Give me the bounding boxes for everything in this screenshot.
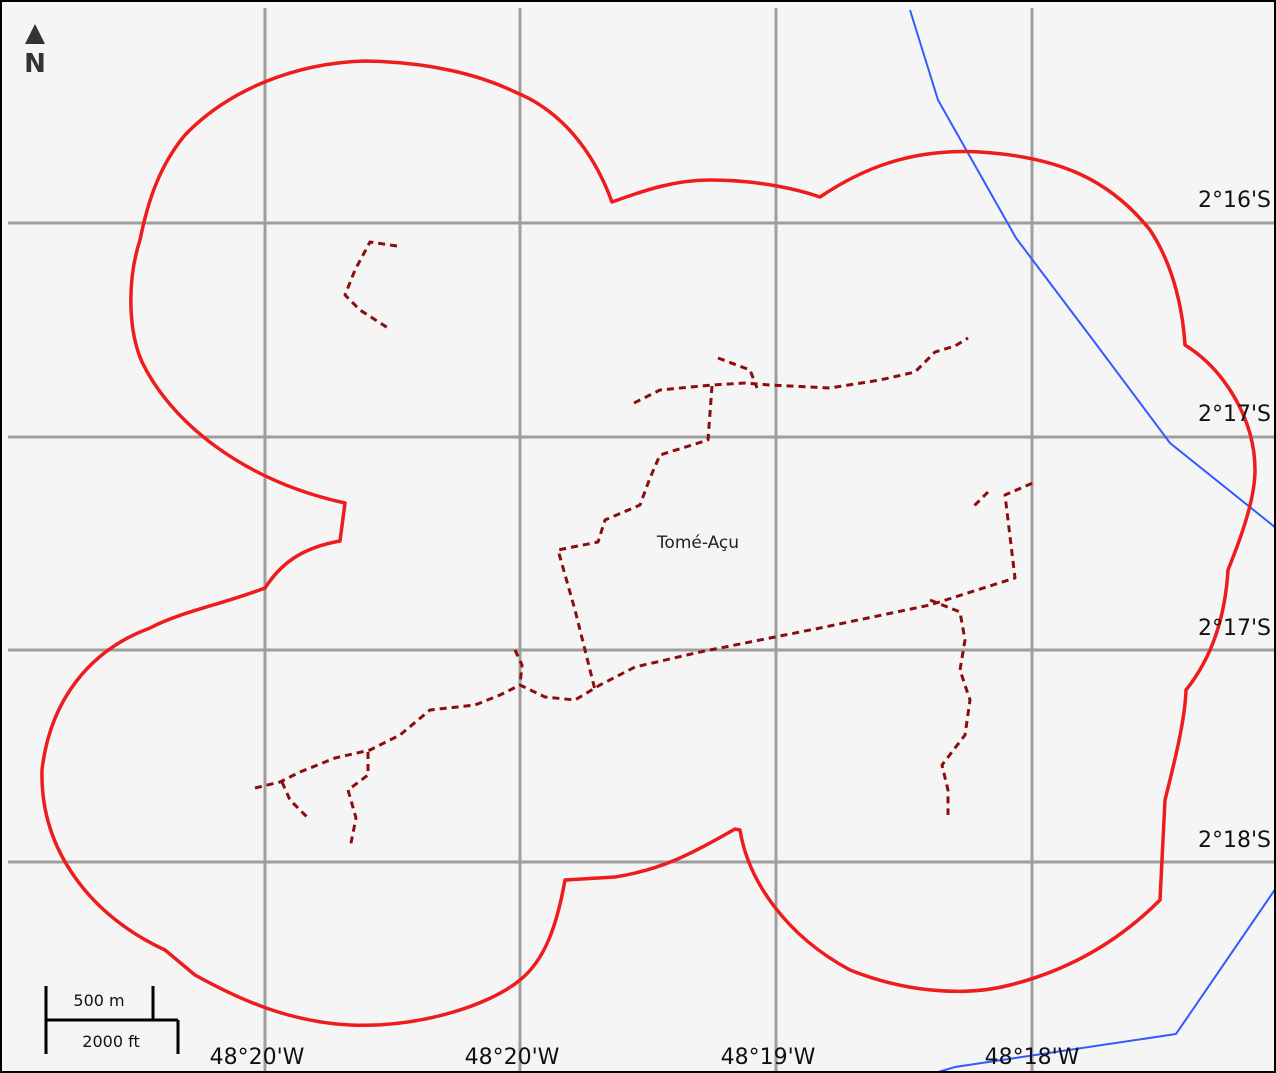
latitude-label: 2°16'S: [1198, 188, 1271, 213]
north-arrow-icon: [25, 24, 45, 44]
longitude-label: 48°20'W: [465, 1045, 560, 1070]
place-label: Tomé-Açu: [656, 533, 739, 553]
river-line: [934, 887, 1276, 1073]
track-line: [513, 649, 524, 686]
longitude-label: 48°19'W: [721, 1045, 816, 1070]
track-line: [970, 490, 990, 510]
track-line: [346, 752, 370, 849]
track-line: [633, 336, 969, 405]
scale-imperial-label: 2000 ft: [82, 1032, 139, 1051]
north-label: N: [24, 49, 46, 79]
north-arrow: N: [24, 24, 46, 79]
track-line: [280, 781, 312, 822]
track-line: [556, 385, 714, 691]
track-line: [254, 480, 1036, 790]
river-line: [909, 9, 1276, 529]
longitude-label: 48°18'W: [985, 1045, 1080, 1070]
scale-bar: 500 m 2000 ft: [44, 985, 180, 1055]
latitude-label: 2°18'S: [1198, 828, 1271, 853]
longitude-label: 48°20'W: [210, 1045, 305, 1070]
latitude-label: 2°17'S: [1198, 616, 1271, 641]
scale-metric-label: 500 m: [73, 991, 124, 1010]
dashed-tracks: [254, 240, 1036, 849]
track-line: [929, 598, 972, 815]
waterways: [909, 9, 1276, 1073]
latitude-label: 2°17'S: [1198, 402, 1271, 427]
municipal-boundary: [40, 59, 1257, 1028]
longitude-labels: 48°20'W 48°20'W 48°19'W 48°18'W: [210, 1045, 1080, 1070]
latitude-labels: 2°16'S 2°17'S 2°17'S 2°18'S: [1198, 188, 1271, 853]
track-line: [343, 240, 398, 330]
